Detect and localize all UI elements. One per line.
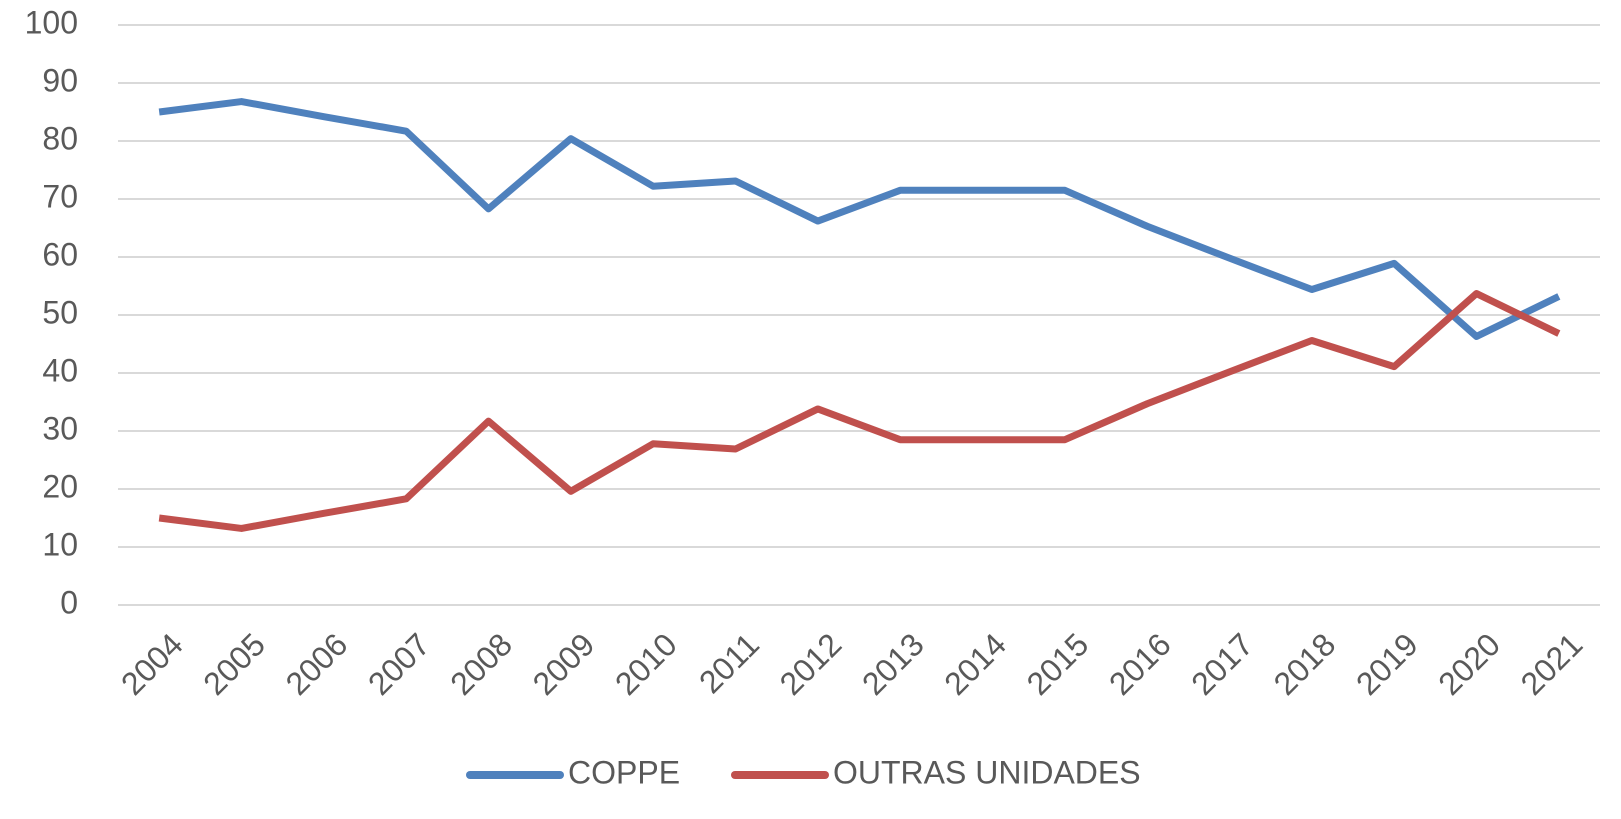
x-tick-label: 2016 [1102,626,1178,702]
x-tick-label: 2018 [1267,626,1343,702]
x-tick-label: 2019 [1349,626,1425,702]
x-tick-label: 2013 [855,626,931,702]
y-tick-label: 40 [42,352,78,388]
y-tick-label: 80 [42,120,78,156]
x-tick-label: 2004 [114,626,190,702]
x-tick-label: 2008 [443,626,519,702]
x-tick-label: 2005 [196,626,272,702]
legend-label: COPPE [568,754,680,790]
y-tick-label: 0 [60,584,78,620]
x-tick-label: 2020 [1431,626,1507,702]
y-tick-label: 70 [42,178,78,214]
y-tick-label: 90 [42,62,78,98]
legend-label: OUTRAS UNIDADES [833,754,1141,790]
y-tick-label: 30 [42,410,78,446]
x-tick-label: 2009 [526,626,602,702]
line-series [158,290,1561,532]
y-tick-label: 100 [25,4,78,40]
x-tick-label: 2012 [773,626,849,702]
y-tick-label: 20 [42,468,78,504]
x-tick-label: 2017 [1184,626,1260,702]
y-tick-label: 60 [42,236,78,272]
x-tick-label: 2021 [1514,626,1590,702]
line-series [158,98,1561,340]
y-tick-label: 10 [42,526,78,562]
x-tick-label: 2014 [937,626,1013,702]
y-tick-label: 50 [42,294,78,330]
x-tick-label: 2011 [692,626,766,700]
x-tick-label: 2015 [1020,626,1096,702]
x-tick-label: 2007 [361,626,437,702]
x-tick-label: 2006 [279,626,355,702]
x-tick-label: 2010 [608,626,684,702]
